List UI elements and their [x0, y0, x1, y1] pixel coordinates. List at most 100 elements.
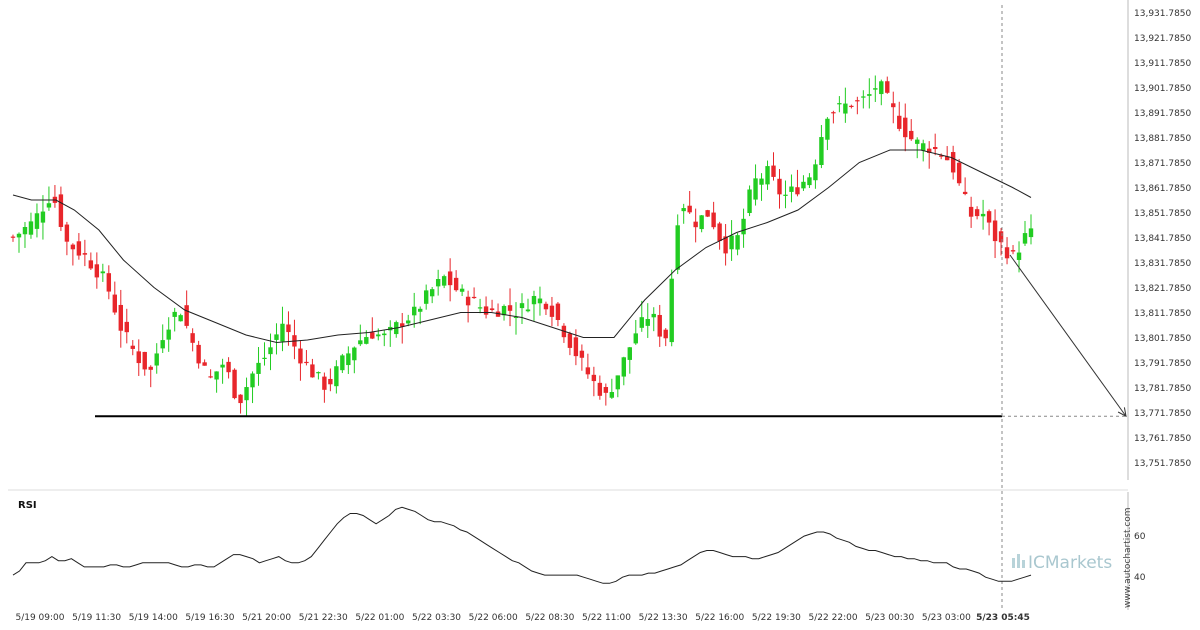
candle [597, 375, 603, 400]
candle-body [459, 288, 465, 292]
candle [861, 90, 866, 109]
candle [118, 289, 123, 348]
candle [100, 263, 106, 282]
candle-body [693, 221, 698, 228]
candle [992, 209, 998, 259]
candle [429, 286, 435, 304]
candle [304, 350, 309, 366]
candle [639, 300, 644, 332]
price-tick-label: 13,861.7850 [1134, 184, 1192, 194]
candle-body [453, 277, 459, 291]
candle-body [639, 317, 644, 328]
candle-body [130, 345, 135, 349]
candle-body [172, 311, 177, 317]
candle-body [322, 376, 327, 390]
candle [70, 243, 76, 266]
candle-body [400, 323, 405, 327]
price-tick-label: 13,931.7850 [1134, 9, 1192, 19]
candle-body [286, 324, 291, 333]
candle [136, 339, 141, 376]
candle [531, 290, 537, 321]
candle [142, 351, 147, 376]
price-tick-label: 13,851.7850 [1134, 209, 1192, 219]
candle-body [154, 353, 159, 366]
candle [980, 199, 986, 230]
candle-body [58, 194, 64, 227]
candle [388, 320, 393, 347]
forecast-arrow-head [1117, 407, 1127, 418]
time-tick-label: 5/22 08:30 [525, 613, 574, 623]
candle [483, 296, 489, 319]
candle-body [813, 164, 818, 181]
candle-body [298, 348, 303, 364]
candle [501, 304, 507, 321]
candle [358, 324, 363, 347]
candle-body [483, 306, 489, 315]
candle-body [705, 210, 710, 217]
candle-body [226, 361, 231, 373]
candle-body [202, 362, 207, 366]
candle [759, 173, 764, 201]
candle [58, 186, 64, 232]
candle-body [190, 333, 195, 343]
candle-body [268, 347, 273, 355]
candle [34, 203, 40, 238]
candle-body [16, 233, 22, 238]
candle-body [645, 319, 650, 326]
candle-body [64, 224, 70, 242]
candle [274, 323, 279, 355]
candle-body [687, 205, 692, 213]
candle-body [477, 307, 483, 309]
candle [112, 281, 117, 315]
candle-body [861, 96, 866, 98]
candle-body [549, 305, 555, 317]
candle [262, 342, 267, 366]
candle [148, 365, 153, 388]
candle-body [986, 211, 992, 223]
candle [561, 323, 567, 343]
candle-body [855, 100, 860, 102]
candle-body [88, 260, 94, 269]
time-tick-label: 5/22 22:00 [809, 613, 858, 623]
candle-body [28, 221, 34, 235]
candle [819, 125, 824, 169]
candle [507, 288, 513, 327]
price-tick-label: 13,791.7850 [1134, 359, 1192, 369]
candle-body [208, 376, 213, 378]
candle [903, 103, 908, 152]
candle [298, 340, 303, 381]
candle [40, 195, 46, 240]
candle [76, 233, 82, 260]
candle-body [124, 321, 129, 333]
candle-body [915, 139, 920, 144]
candle-body [849, 105, 854, 108]
candle-body [310, 364, 315, 378]
candle-body [555, 303, 561, 320]
candle [418, 306, 423, 325]
candle [459, 284, 465, 297]
candle-body [819, 137, 824, 165]
candle [382, 329, 387, 347]
candle-body [825, 118, 830, 140]
rsi-label: RSI [18, 500, 37, 511]
candle [825, 117, 830, 151]
candle-body [184, 305, 189, 326]
time-tick-label: 5/23 03:00 [922, 613, 971, 623]
candle-body [220, 364, 225, 368]
candle-body [921, 143, 926, 151]
candle [256, 347, 261, 386]
candle [729, 220, 734, 261]
candle-body [382, 333, 387, 336]
candle [453, 270, 459, 292]
time-tick-label: 5/23 00:30 [865, 613, 914, 623]
candle-body [22, 226, 28, 235]
candle [106, 265, 112, 300]
forecast-arrow-line [1009, 254, 1127, 417]
candle [406, 314, 411, 327]
candle [447, 258, 453, 302]
candle [831, 110, 836, 124]
candle [322, 372, 327, 403]
candle-body [471, 296, 477, 299]
candle-body [675, 225, 680, 270]
candle [603, 383, 609, 406]
